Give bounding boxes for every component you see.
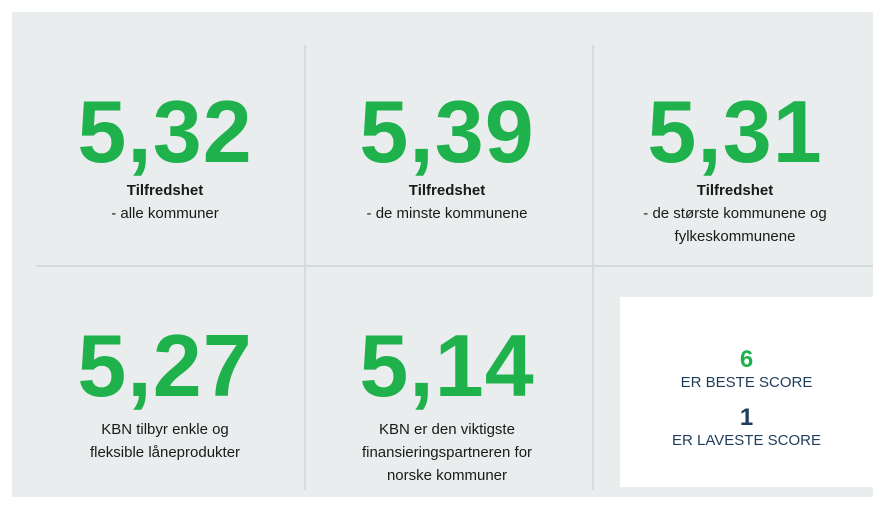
- stat-text: KBN tilbyr enkle og: [101, 421, 229, 438]
- worst-label: ER LAVESTE SCORE: [672, 432, 821, 449]
- best-value: 6: [739, 346, 754, 373]
- stat: 5,32 Tilfredshet - alle kommuner: [25, 88, 305, 225]
- stat-text: norske kommuner: [386, 467, 508, 484]
- stat-text: - de minste kommunene: [366, 205, 528, 222]
- stat-text: - alle kommuner: [111, 205, 219, 222]
- stat-text: fleksible låneprodukter: [89, 444, 241, 461]
- stat-value: 5,32: [77, 82, 253, 181]
- divider: [36, 265, 873, 267]
- stat-title: Tilfredshet: [126, 182, 204, 199]
- stat-value: 5,31: [647, 82, 823, 181]
- stat-text: fylkeskommunene: [674, 228, 796, 245]
- worst-value: 1: [739, 404, 754, 431]
- stat-text: finansieringspartneren for: [361, 444, 533, 461]
- stat: 5,31 Tilfredshet - de største kommunene og…: [595, 88, 875, 248]
- divider: [304, 45, 306, 490]
- stat-value: 5,14: [359, 316, 535, 415]
- divider: [592, 45, 594, 490]
- stat: 5,14 KBN er den viktigste finansieringspar…: [307, 322, 587, 487]
- stat-text: KBN er den viktigste: [379, 421, 515, 438]
- stat-value: 5,39: [359, 82, 535, 181]
- stat-value: 5,27: [77, 316, 253, 415]
- stat-title: Tilfredshet: [408, 182, 486, 199]
- best-label: ER BESTE SCORE: [680, 374, 813, 391]
- scale-box: 6 ER BESTE SCORE 1 ER LAVESTE SCORE: [620, 297, 873, 487]
- stat: 5,27 KBN tilbyr enkle og fleksible lånepro…: [25, 322, 305, 464]
- stat-text: - de største kommunene og: [643, 205, 827, 222]
- panel: 6 ER BESTE SCORE 1 ER LAVESTE SCORE 5,32…: [12, 12, 873, 497]
- stat-title: Tilfredshet: [696, 182, 774, 199]
- stat: 5,39 Tilfredshet - de minste kommunene: [307, 88, 587, 225]
